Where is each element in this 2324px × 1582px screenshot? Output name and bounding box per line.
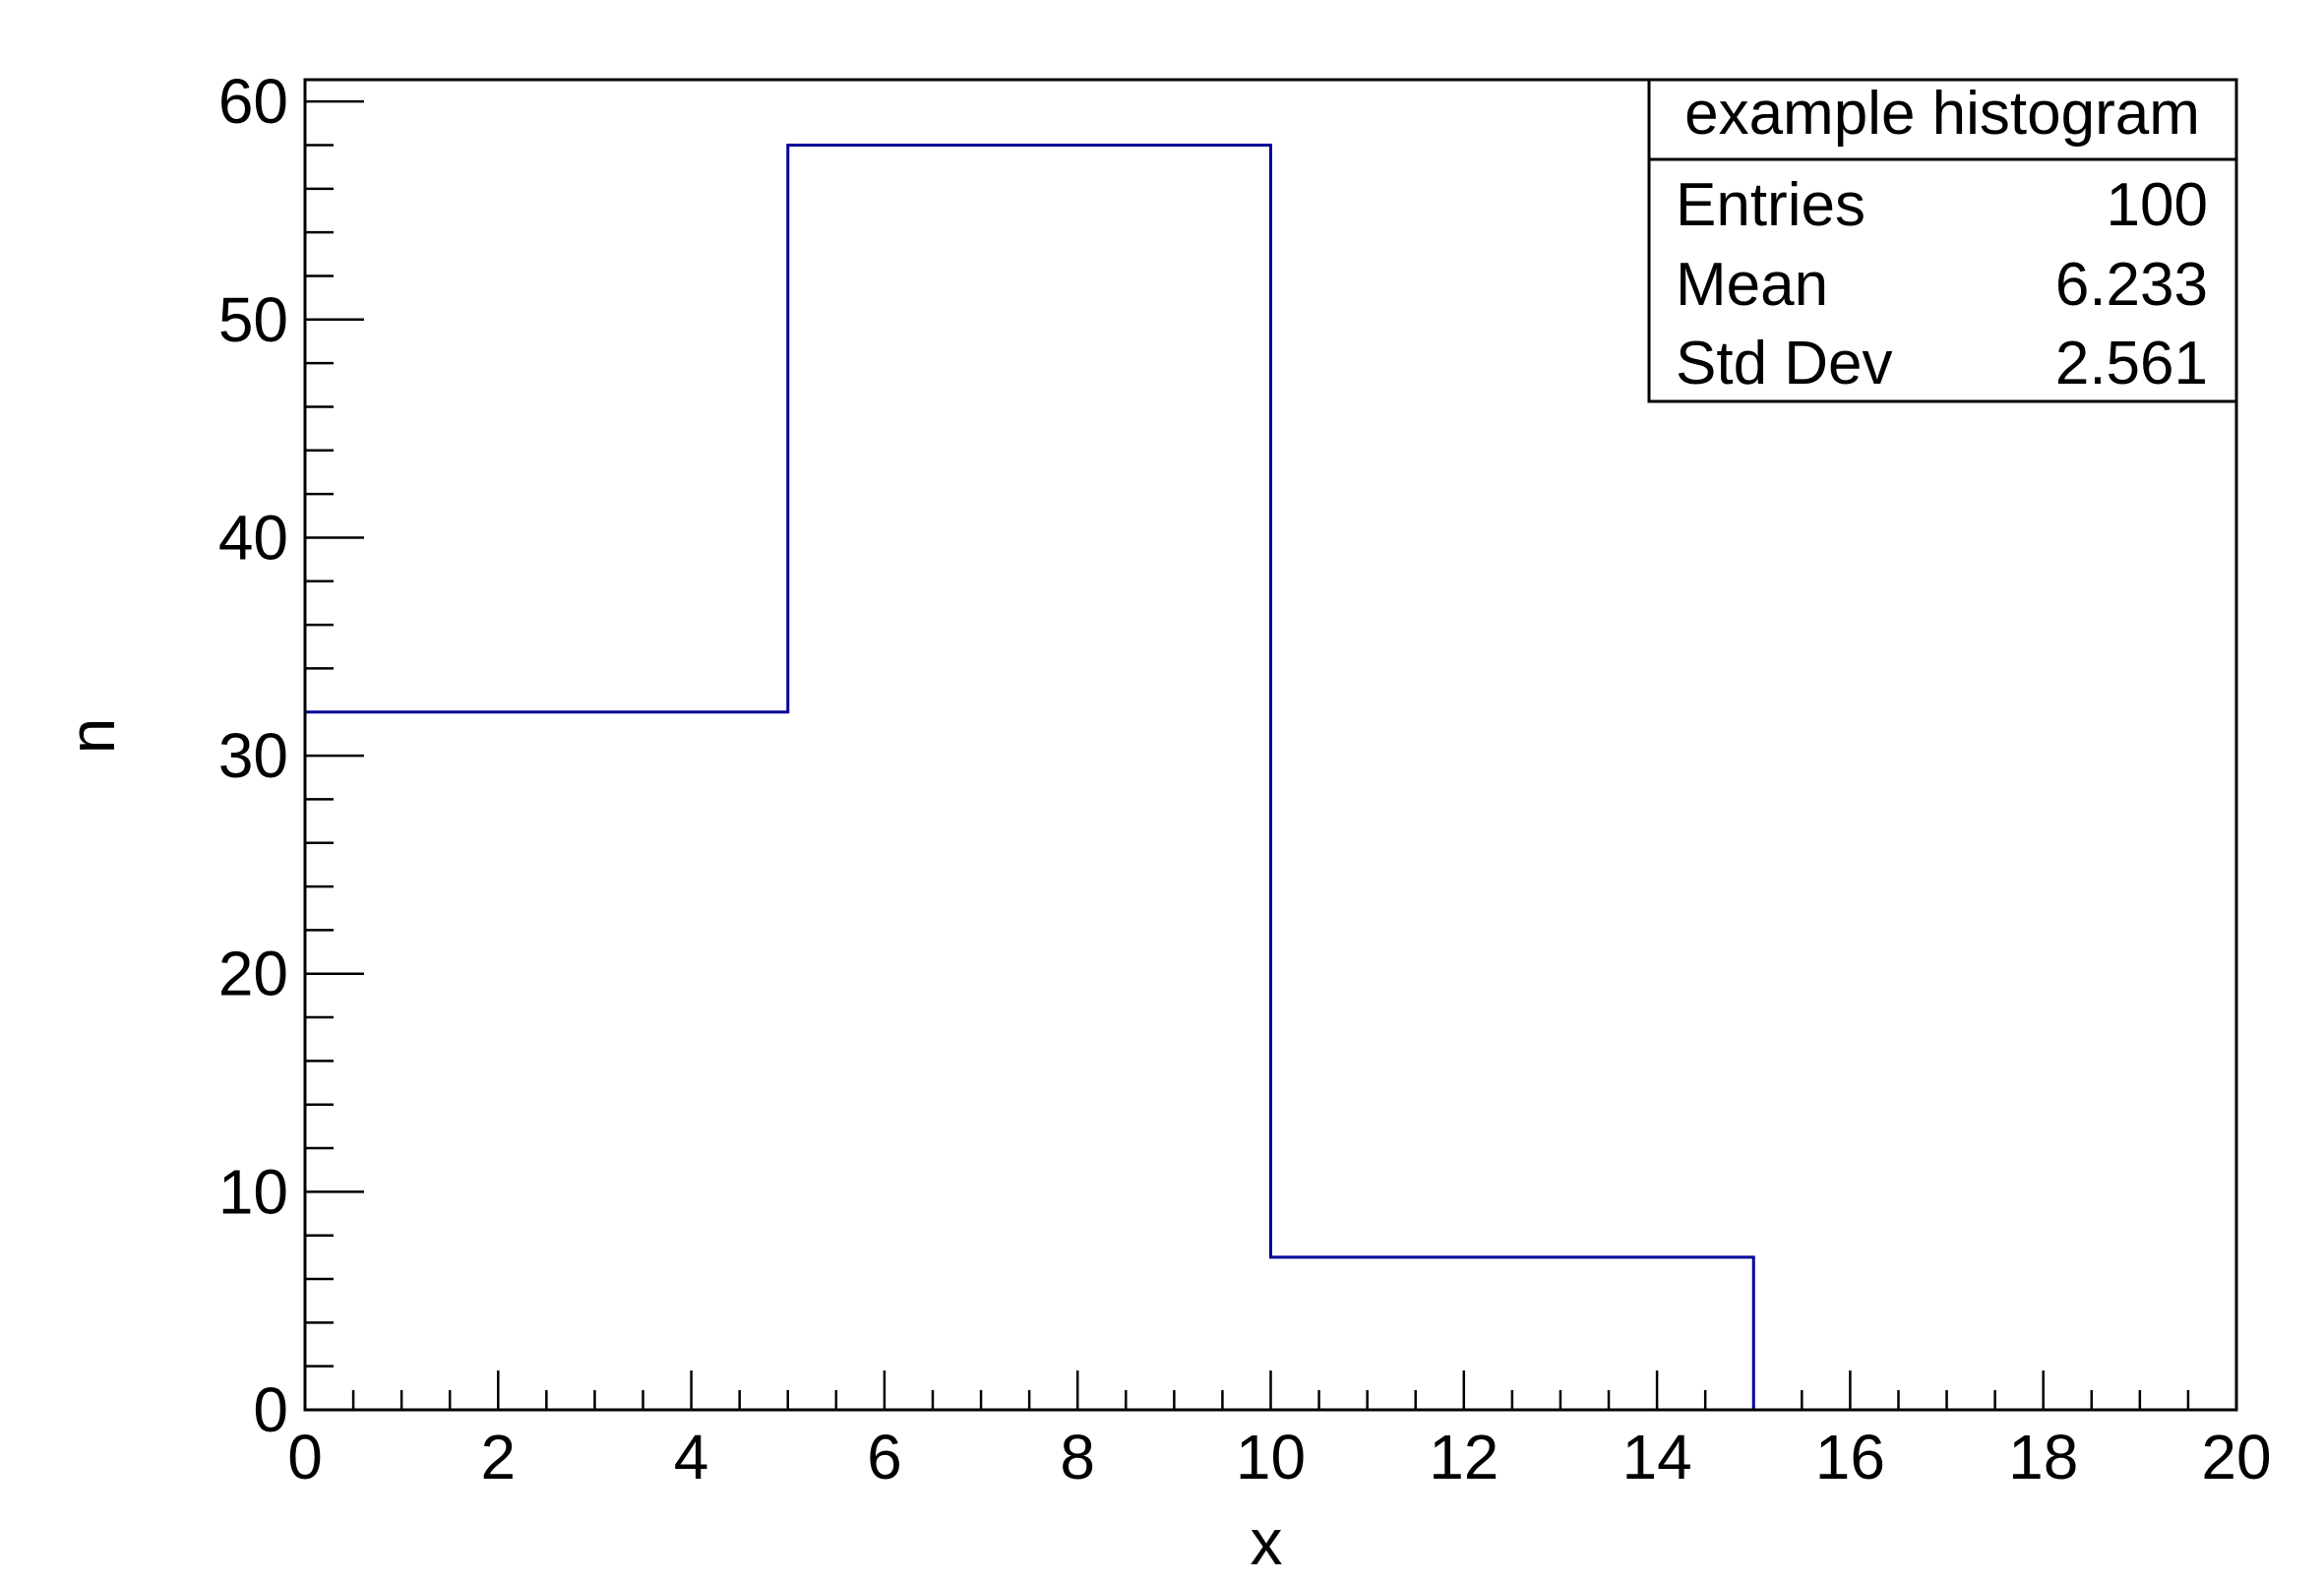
- y-tick-label: 10: [218, 1156, 288, 1227]
- x-tick-label: 6: [867, 1422, 902, 1492]
- x-tick-label: 0: [287, 1422, 323, 1492]
- x-tick-label: 18: [2008, 1422, 2078, 1492]
- plot-frame: [303, 78, 2238, 1412]
- stats-box-title: example histogram: [1684, 80, 2200, 148]
- y-axis-title: n: [55, 718, 128, 755]
- x-tick-label: 4: [674, 1422, 709, 1492]
- y-tick-label: 0: [253, 1374, 288, 1445]
- x-tick-labels: 0 2 4 6 8 10 12 14 16 18 20: [287, 1422, 2271, 1492]
- stats-mean-value: 6.233: [2055, 251, 2208, 319]
- stats-mean-label: Mean: [1676, 251, 1828, 319]
- x-tick-label: 10: [1236, 1422, 1306, 1492]
- histogram-series: [305, 143, 2236, 1412]
- y-tick-label: 20: [218, 939, 288, 1009]
- stats-stddev-label: Std Dev: [1676, 330, 1893, 397]
- y-tick-label: 30: [218, 720, 288, 791]
- x-axis-title: x: [1251, 1505, 1283, 1578]
- stats-stddev-value: 2.561: [2055, 330, 2208, 397]
- x-tick-label: 2: [481, 1422, 517, 1492]
- y-tick-label: 50: [218, 284, 288, 355]
- y-tick-label: 40: [218, 502, 288, 573]
- stats-box-frame: [1647, 78, 2238, 403]
- minor-ticks: [305, 144, 2190, 1410]
- stats-box: example histogram Entries 100 Mean 6.233…: [1647, 78, 2238, 403]
- stats-entries-label: Entries: [1676, 171, 1865, 239]
- y-tick-label: 60: [218, 66, 288, 137]
- stats-entries-value: 100: [2107, 171, 2208, 239]
- x-tick-label: 8: [1060, 1422, 1095, 1492]
- x-tick-label: 14: [1622, 1422, 1692, 1492]
- y-tick-labels: 0 10 20 30 40 50 60: [218, 66, 288, 1445]
- x-tick-label: 20: [2201, 1422, 2271, 1492]
- x-tick-label: 12: [1429, 1422, 1498, 1492]
- x-tick-label: 16: [1815, 1422, 1885, 1492]
